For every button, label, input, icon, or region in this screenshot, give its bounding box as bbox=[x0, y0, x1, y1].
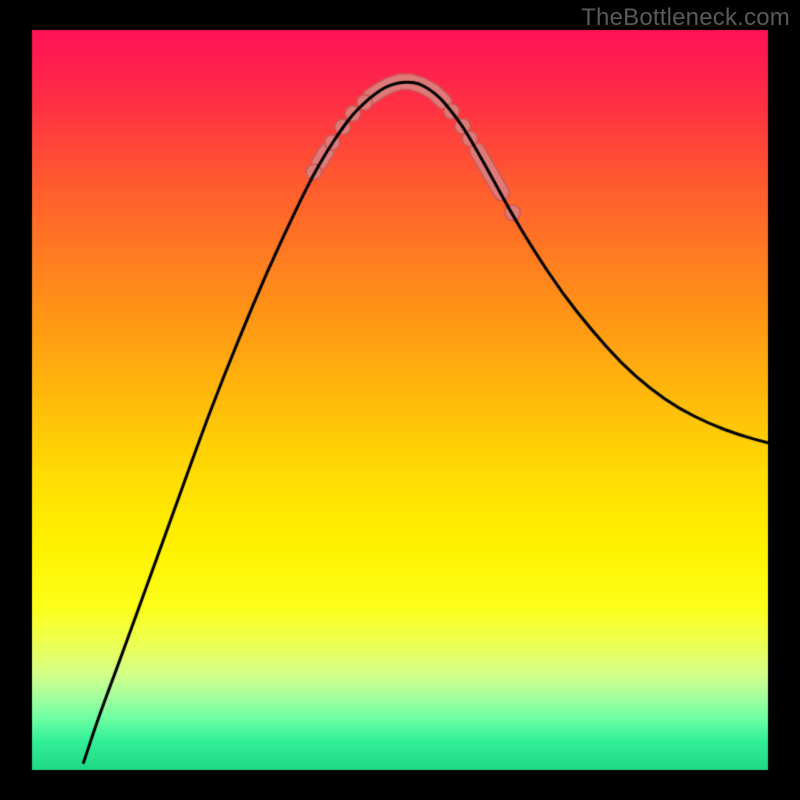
watermark-text: TheBottleneck.com bbox=[581, 4, 790, 32]
bottleneck-curve-chart bbox=[0, 0, 800, 800]
